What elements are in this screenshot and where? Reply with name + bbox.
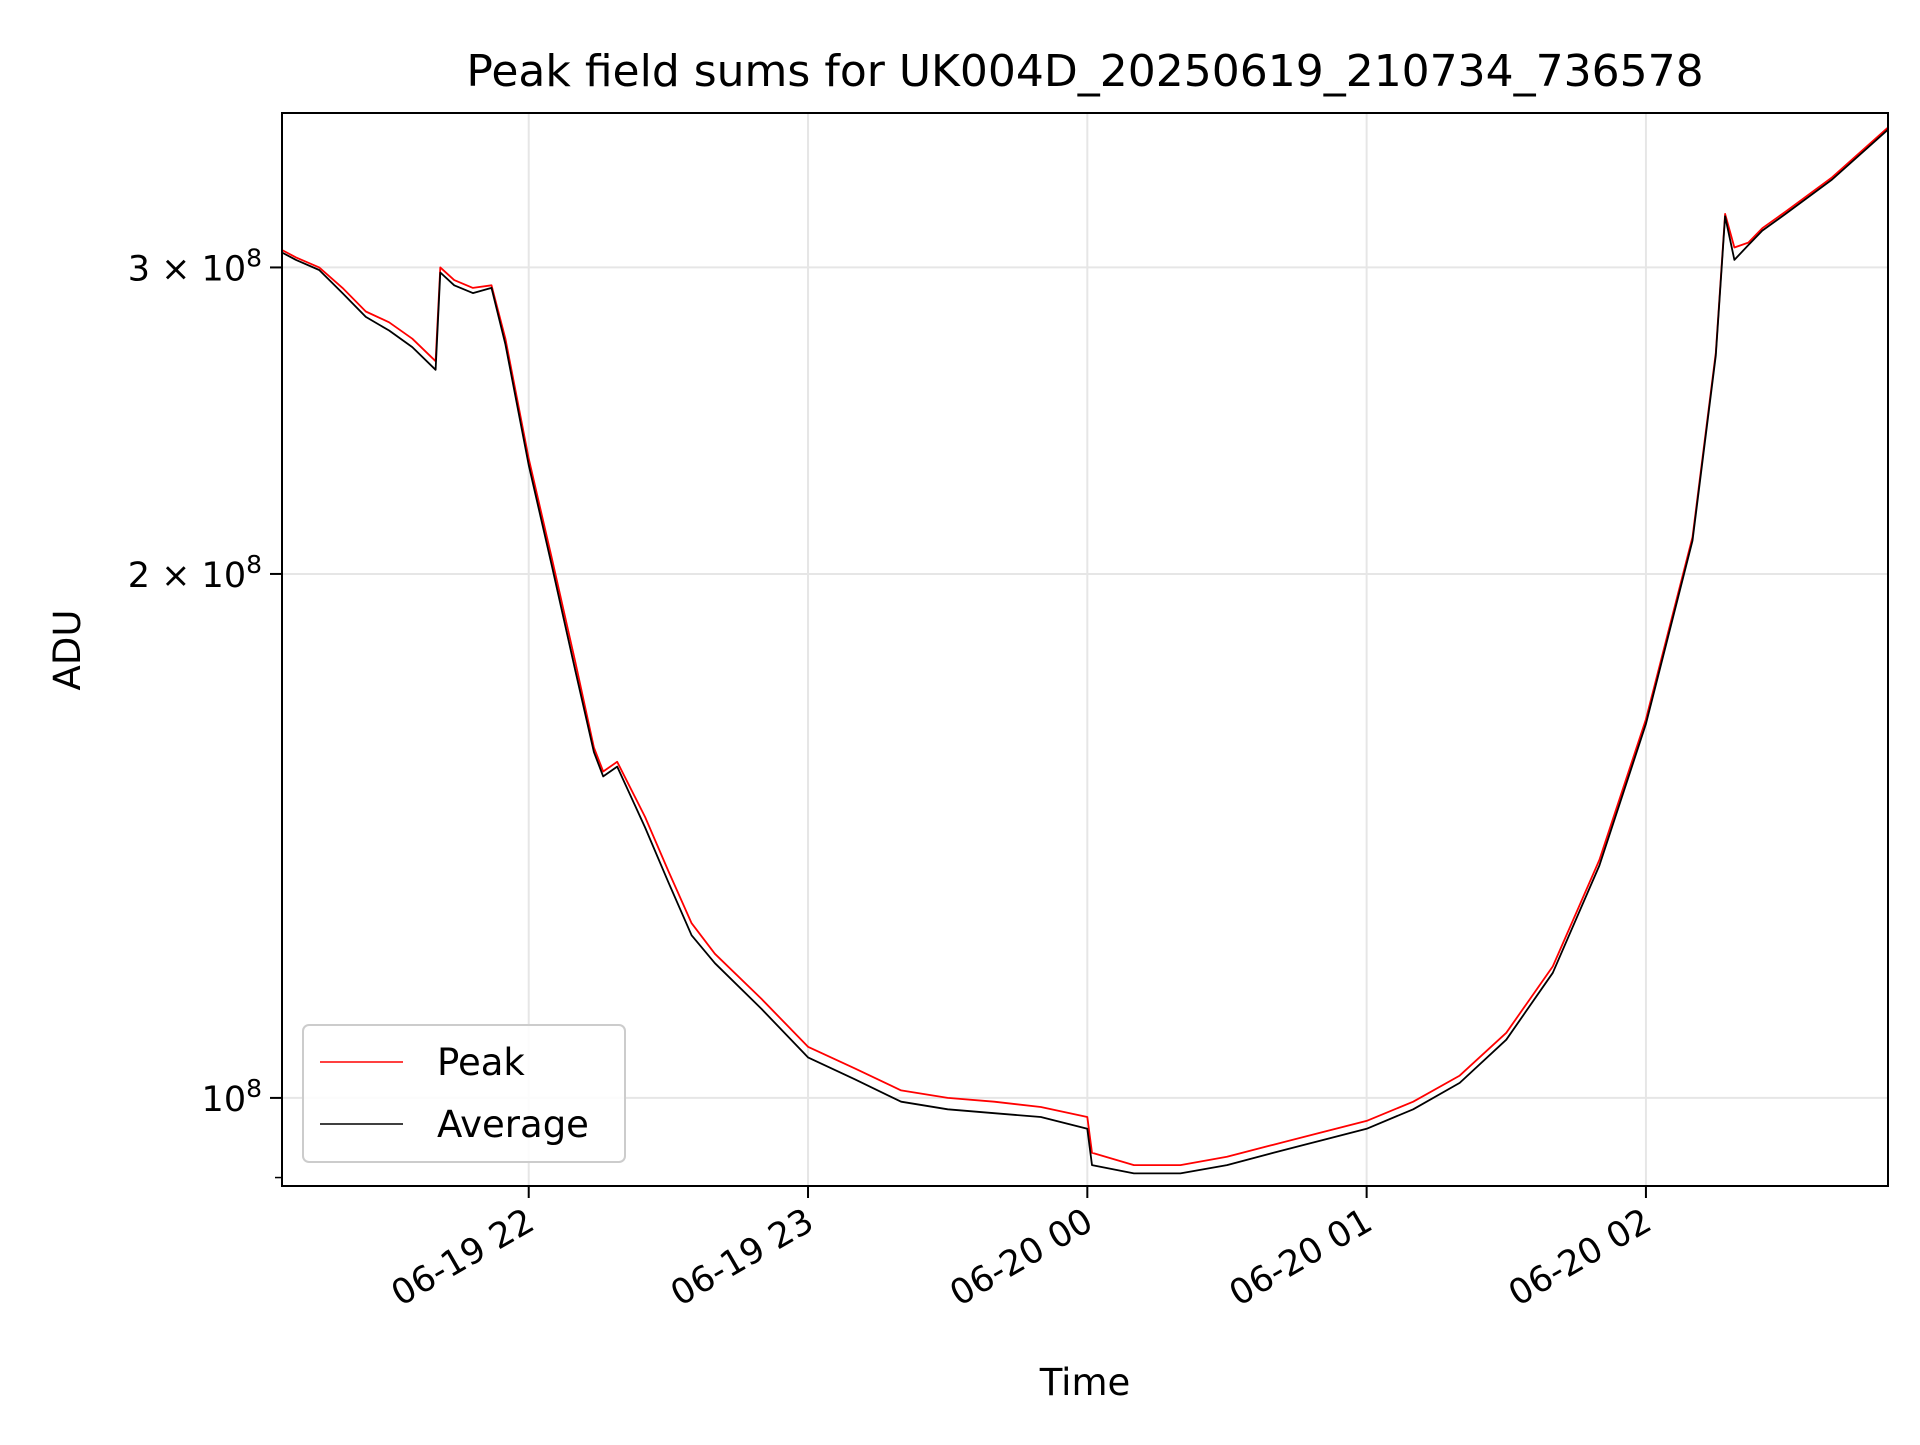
y-tick-label-exponent: 8 [246,550,262,579]
y-tick-label-base: 2 × 10 [128,556,246,596]
chart-title: Peak field sums for UK004D_20250619_2107… [466,46,1703,97]
x-axis-label: Time [1039,1361,1131,1404]
y-tick-label-base: 3 × 10 [128,249,246,289]
y-tick-label-base: 10 [202,1080,247,1120]
series-line-peak [281,126,1889,1166]
y-tick-label: 3 × 108 [128,243,262,289]
legend: Peak Average [302,1024,626,1163]
y-tick-label-exponent: 8 [246,243,262,272]
y-tick-label-exponent: 8 [246,1074,262,1103]
series-line-average [281,128,1889,1175]
legend-label-peak: Peak [437,1041,525,1084]
y-axis-label: ADU [46,610,89,691]
y-tick-label: 2 × 108 [128,550,262,596]
series-layer [281,126,1889,1175]
plot-frame [281,112,1889,1187]
legend-label-average: Average [437,1103,589,1146]
y-tick-label: 108 [202,1074,262,1120]
legend-box [302,1024,626,1163]
